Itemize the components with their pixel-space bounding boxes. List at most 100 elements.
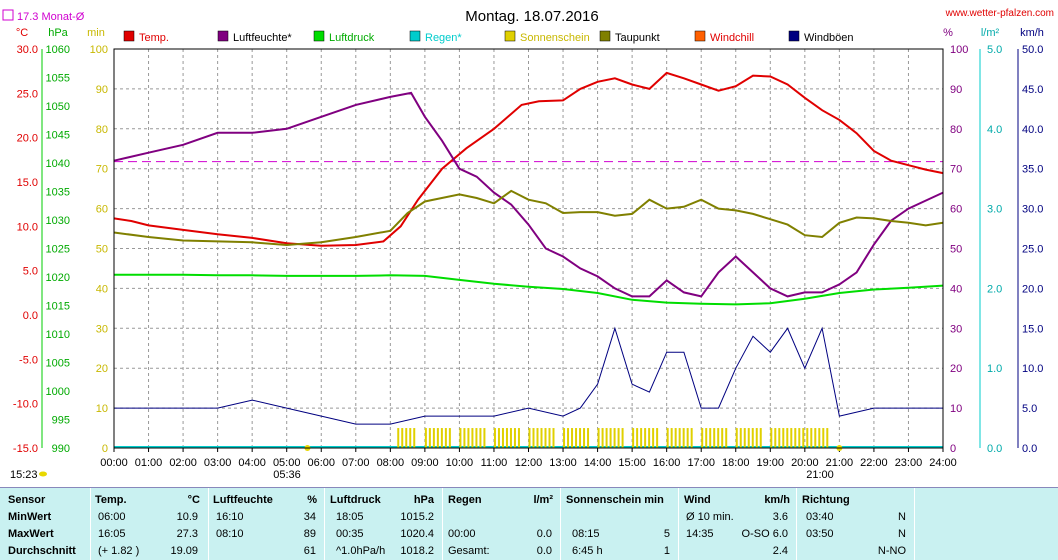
sun-axis-tick: 100: [90, 44, 108, 56]
sunshine-bar: [652, 428, 655, 448]
sunshine-bar: [636, 428, 639, 448]
wind-axis-tick: 45.0: [1022, 84, 1043, 96]
weather-chart: Montag. 18.07.2016 www.wetter-pfalzen.co…: [2, 8, 1054, 481]
x-tick-label: 08:00: [377, 457, 405, 469]
x-tick-label: 00:00: [100, 457, 128, 469]
sun-axis-tick: 60: [96, 204, 108, 216]
chart-title: Montag. 18.07.2016: [465, 8, 598, 25]
sunshine-bar: [644, 428, 647, 448]
sunshine-bar: [751, 428, 754, 448]
hdr-press: Luftdruck: [330, 494, 381, 506]
sunshine-bar: [755, 428, 758, 448]
sunshine-bar: [475, 428, 478, 448]
sun-axis-tick: 50: [96, 244, 108, 256]
stats-table: Sensor Temp. °C Luftfeuchte % Luftdruck …: [0, 487, 1058, 560]
legend-label: Temp.: [139, 32, 169, 44]
sunshine-bar: [505, 428, 508, 448]
wind-axis-tick: 40.0: [1022, 124, 1043, 136]
x-tick-label: 05:00: [273, 457, 301, 469]
legend-label: Windchill: [710, 32, 754, 44]
x-tick-label: 12:00: [515, 457, 543, 469]
sunshine-bar: [674, 428, 677, 448]
sunshine-bar: [448, 428, 451, 448]
grid: [113, 49, 944, 452]
sunshine-bar: [656, 428, 659, 448]
temp-axis-tick: 20.0: [17, 133, 38, 145]
rain-axis-tick: 1.0: [987, 363, 1002, 375]
current-time-label: 15:23: [10, 469, 38, 481]
hdr-rain: Regen: [448, 494, 482, 506]
sunshine-bar: [601, 428, 604, 448]
cell-temp-v: 10.9: [176, 511, 198, 523]
pressure-axis-tick: 1045: [46, 130, 70, 142]
x-tick-label: 09:00: [411, 457, 439, 469]
x-tick-label: 06:00: [307, 457, 335, 469]
sunshine-bar: [806, 428, 809, 448]
sunshine-bar: [409, 428, 412, 448]
cell-hum-t: 16:10: [216, 511, 244, 523]
sunshine-bar: [501, 428, 504, 448]
legend-label: Windböen: [804, 32, 854, 44]
unit-rain: l/m²: [981, 27, 1000, 39]
x-tick-label: 16:00: [653, 457, 681, 469]
cell-sun-v: 1: [663, 545, 670, 557]
site-url: www.wetter-pfalzen.com: [945, 8, 1054, 19]
wind-axis-tick: 5.0: [1022, 403, 1037, 415]
pressure-axis-tick: 1005: [46, 358, 70, 370]
temp-axis-tick: 15.0: [17, 177, 38, 189]
sunshine-bar: [717, 428, 720, 448]
x-tick-label: 19:00: [757, 457, 785, 469]
month-avg-checkbox-icon: [2, 9, 14, 21]
pressure-axis-tick: 990: [52, 443, 70, 455]
sun-axis-tick: 40: [96, 283, 108, 295]
sunshine-bar: [459, 428, 462, 448]
sunshine-bar: [467, 428, 470, 448]
x-tick-label: 24:00: [929, 457, 957, 469]
sun-icon: [39, 471, 47, 477]
cell-dir-t: 03:40: [806, 511, 834, 523]
sunshine-bar: [483, 428, 486, 448]
cell-temp-t: (+ 1.82 ): [98, 545, 140, 557]
pressure-axis-tick: 1015: [46, 301, 70, 313]
hdr-temp: Temp.: [95, 494, 127, 506]
legend-swatch: [313, 30, 325, 42]
x-tick-label: 10:00: [446, 457, 474, 469]
wind-axis-tick: 25.0: [1022, 244, 1043, 256]
x-tick-label: 18:00: [722, 457, 750, 469]
cell-wind-t: Ø 10 min.: [686, 511, 734, 523]
cell-hum-v: 34: [303, 511, 316, 523]
wind-axis-tick: 10.0: [1022, 363, 1043, 375]
sunshine-bar: [579, 428, 582, 448]
sunshine-bar: [513, 428, 516, 448]
temp-axis-tick: 30.0: [17, 44, 38, 56]
pressure-axis-tick: 1025: [46, 244, 70, 256]
cell-press-t: ^1.0hPa/h: [336, 545, 386, 557]
series-lines: [113, 71, 944, 451]
sunshine-bar: [701, 428, 704, 448]
series-taupunkt: [113, 189, 944, 247]
sunshine-bar: [493, 428, 496, 448]
x-tick-label: 22:00: [860, 457, 888, 469]
cell-rain-t: 00:00: [448, 528, 476, 540]
hdr-wind: Wind: [684, 494, 711, 506]
sunshine-bar: [617, 428, 620, 448]
sun-axis-tick: 10: [96, 403, 108, 415]
rain-axis-tick: 3.0: [987, 204, 1002, 216]
rain-axis-tick: 5.0: [987, 44, 1002, 56]
sunshine-bar: [782, 428, 785, 448]
x-tick-label: 14:00: [584, 457, 612, 469]
cell-press-t: 18:05: [336, 511, 364, 523]
sunshine-bar: [528, 428, 531, 448]
sunshine-bar: [509, 428, 512, 448]
temp-axis-tick: 25.0: [17, 88, 38, 100]
humidity-axis-tick: 90: [950, 84, 962, 96]
sunshine-bar: [575, 428, 578, 448]
sunshine-bar: [405, 428, 408, 448]
pressure-axis-tick: 1040: [46, 158, 70, 170]
hdr-hum-unit: %: [307, 494, 317, 506]
cell-rain-v: 0.0: [536, 545, 552, 557]
sunshine-bar: [709, 428, 712, 448]
wind-axis-tick: 15.0: [1022, 323, 1043, 335]
sunshine-bar: [544, 428, 547, 448]
humidity-axis-tick: 20: [950, 363, 962, 375]
